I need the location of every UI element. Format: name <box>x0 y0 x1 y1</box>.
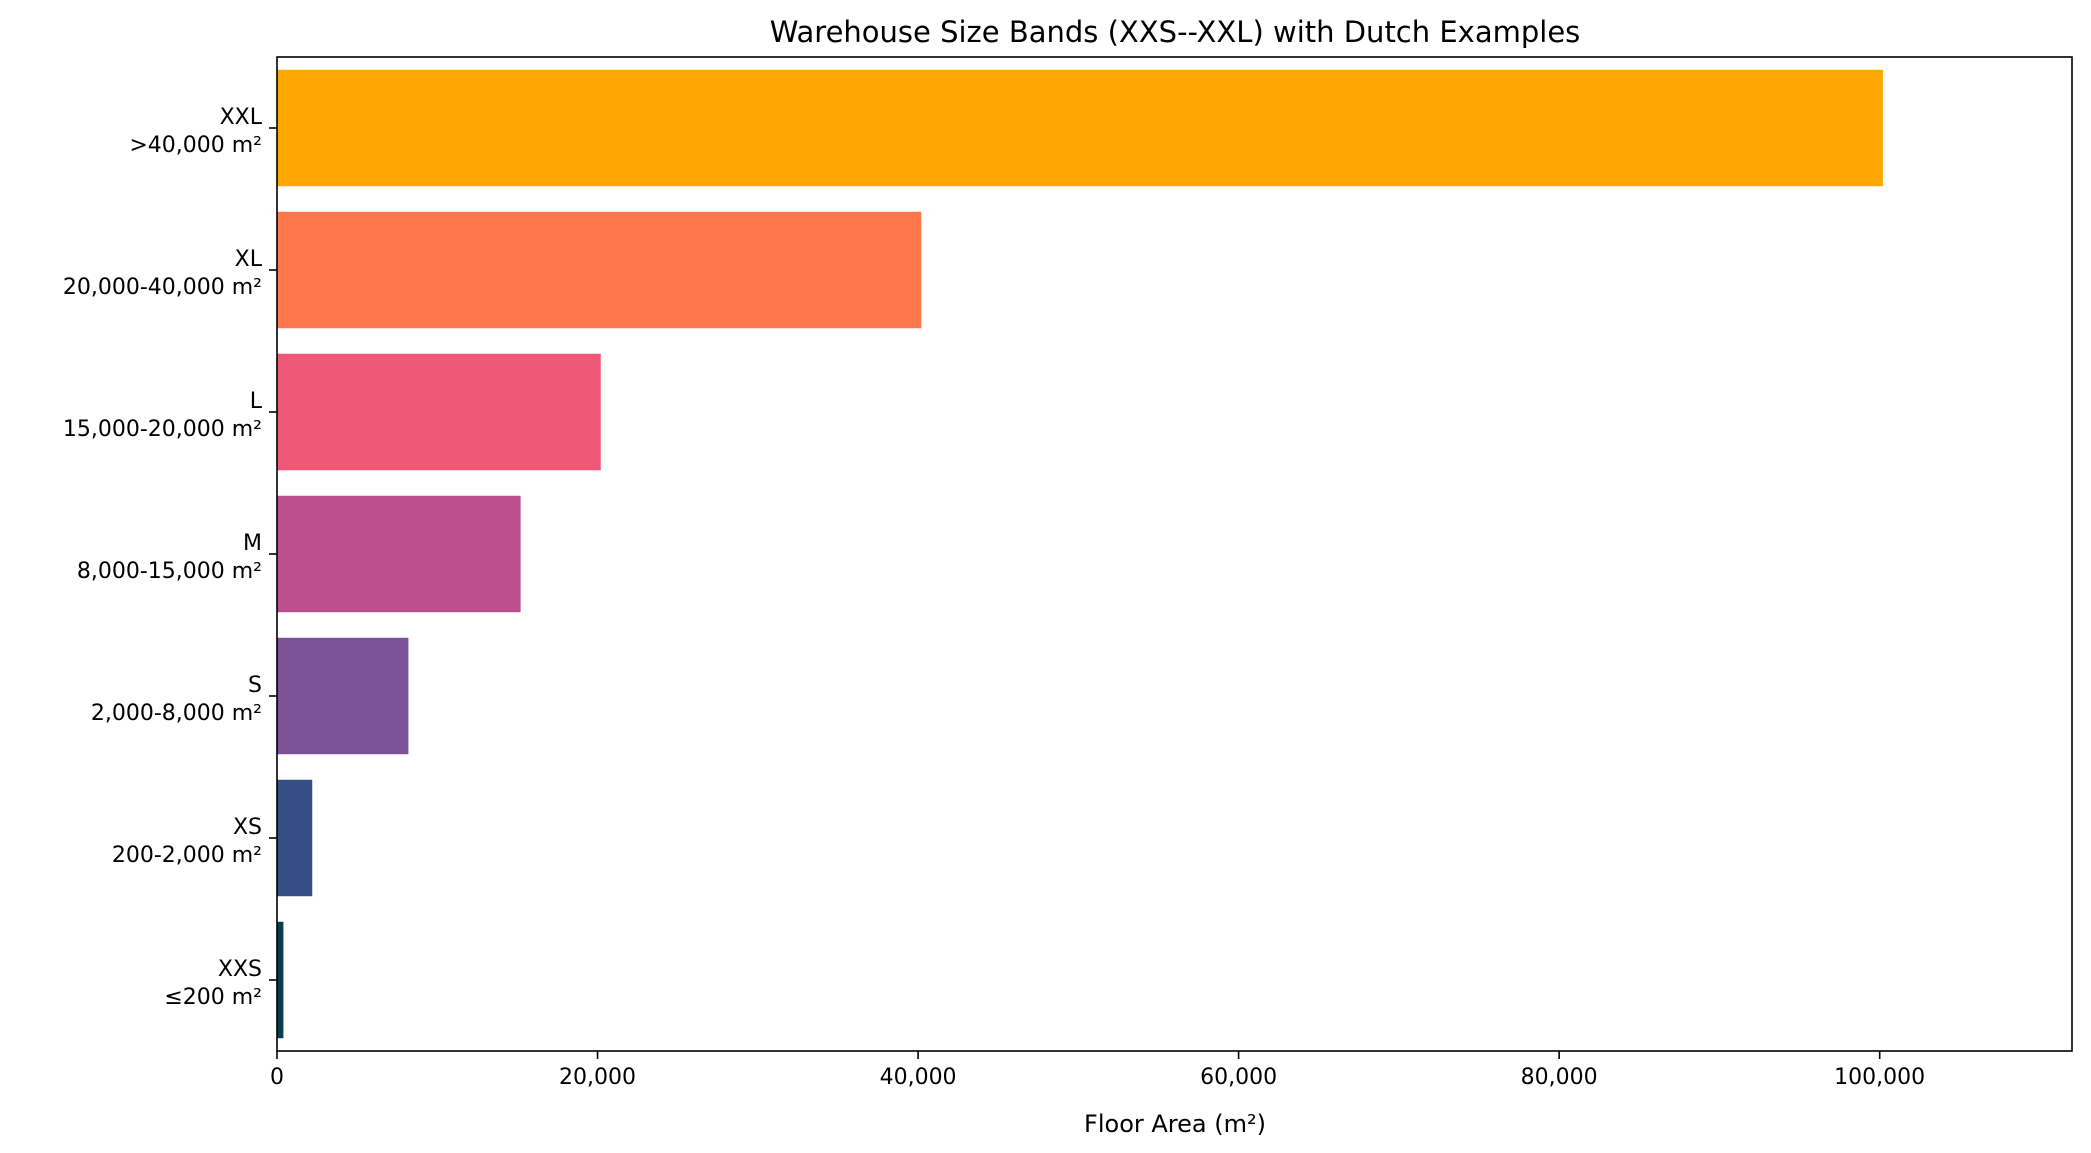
x-tick-label: 20,000 <box>559 1065 636 1090</box>
chart-title: Warehouse Size Bands (XXS--XXL) with Dut… <box>770 15 1581 49</box>
bar-s <box>277 637 409 755</box>
plot-frame <box>276 56 2073 1052</box>
y-tick-label-band: L <box>250 389 263 414</box>
bar-xxl <box>277 69 1883 187</box>
y-tick-label-range: 2,000-8,000 m² <box>91 701 262 726</box>
x-axis-label: Floor Area (m²) <box>1084 1110 1266 1138</box>
y-tick-label-range: 20,000-40,000 m² <box>63 275 262 300</box>
bar-l <box>277 353 601 471</box>
y-tick-label-band: XL <box>235 247 263 272</box>
x-tick-label: 60,000 <box>1200 1065 1277 1090</box>
y-tick-label-band: S <box>248 673 262 698</box>
x-tick-label: 100,000 <box>1834 1065 1925 1090</box>
y-tick-label-band: M <box>243 531 262 556</box>
bar-xl <box>277 211 922 329</box>
x-axis-ticks: 0 20,000 40,000 60,000 80,000 100,000 <box>270 1051 1925 1090</box>
y-axis-ticks: XXS ≤200 m² XS 200-2,000 m² S 2,000-8,000 m² M… <box>63 105 277 1010</box>
y-tick-label-band: XXL <box>220 105 263 130</box>
y-tick-label-range: 8,000-15,000 m² <box>77 559 262 584</box>
bar-xxs <box>277 921 284 1039</box>
y-tick-label-range: 15,000-20,000 m² <box>63 417 262 442</box>
bar-xs <box>277 779 313 897</box>
y-tick-label-range: 200-2,000 m² <box>112 843 262 868</box>
bars-layer <box>277 69 1883 1039</box>
x-tick-label: 80,000 <box>1521 1065 1598 1090</box>
y-tick-label-band: XXS <box>218 957 262 982</box>
x-tick-label: 40,000 <box>880 1065 957 1090</box>
y-tick-label-band: XS <box>233 815 262 840</box>
bar-m <box>277 495 521 613</box>
y-tick-label-range: ≤200 m² <box>164 985 262 1010</box>
x-tick-label: 0 <box>270 1065 284 1090</box>
y-tick-label-range: >40,000 m² <box>129 133 262 158</box>
